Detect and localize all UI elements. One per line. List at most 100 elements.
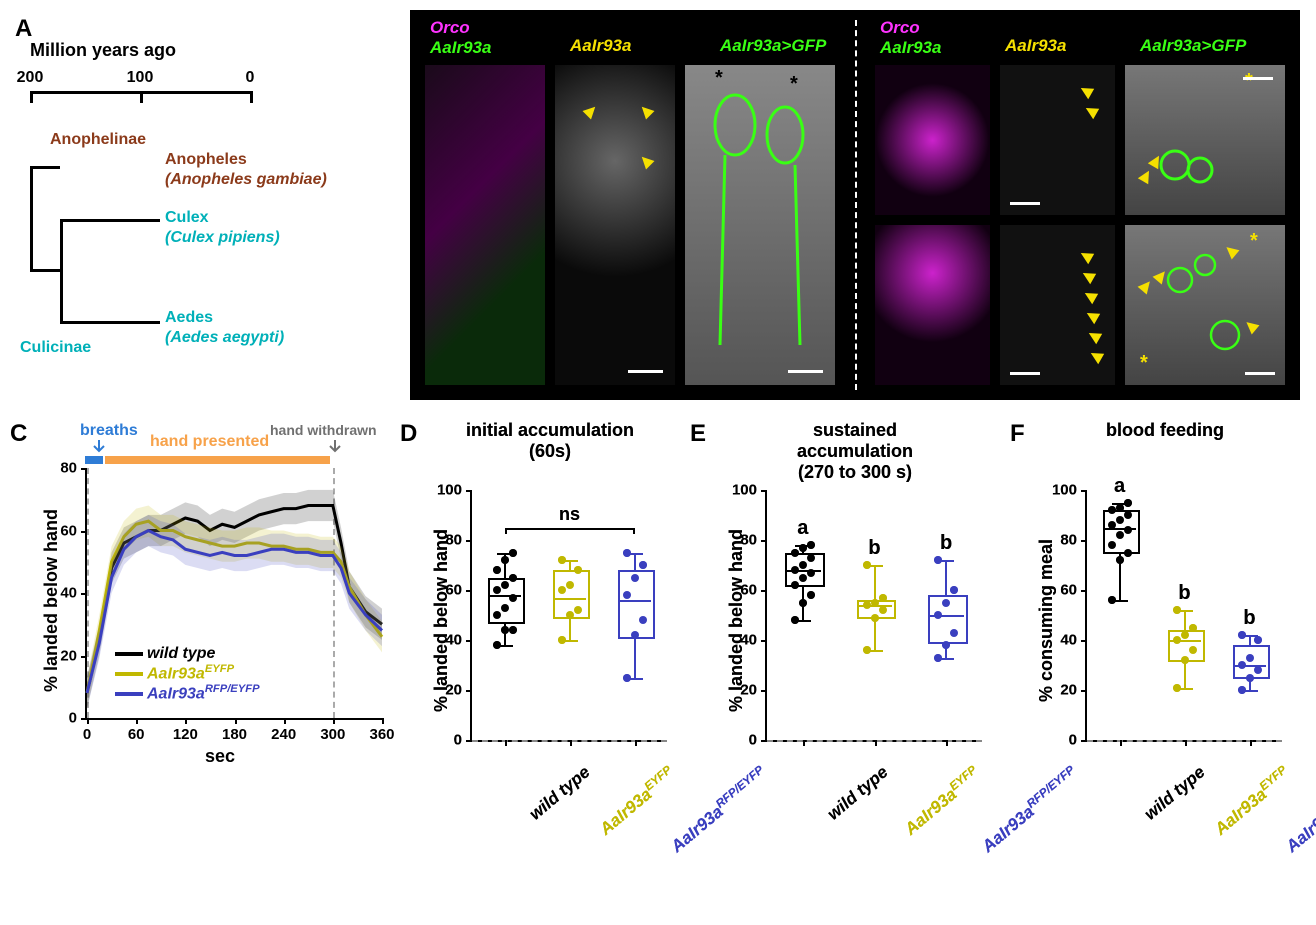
data-point <box>558 556 566 564</box>
scalebar <box>788 370 823 373</box>
data-point <box>799 561 807 569</box>
significance-letter: b <box>940 532 952 555</box>
data-point <box>1116 531 1124 539</box>
plot-title: blood feeding <box>1030 420 1300 441</box>
data-point <box>1173 684 1181 692</box>
data-point <box>623 674 631 682</box>
legend-item: AaIr93aEYFP <box>115 663 260 683</box>
data-point <box>493 566 501 574</box>
gfp-overlay <box>1125 65 1285 215</box>
scalebar <box>628 370 663 373</box>
arrowhead-icon <box>1088 348 1104 364</box>
data-point <box>509 574 517 582</box>
panel-label-c: C <box>10 420 27 448</box>
taxon-label: Anopheles <box>165 151 247 169</box>
arrowhead-icon <box>1080 268 1096 284</box>
data-point <box>639 616 647 624</box>
significance-ns: ns <box>559 504 580 525</box>
data-point <box>574 606 582 614</box>
taxon-label: (Anopheles gambiae) <box>165 171 327 189</box>
data-point <box>863 561 871 569</box>
data-point <box>623 549 631 557</box>
breaths-label: breaths <box>80 422 138 440</box>
arrowhead-icon <box>1078 83 1094 99</box>
arrowhead-icon <box>638 103 655 120</box>
orco-label: Orco AaIr93a <box>430 18 491 58</box>
data-point <box>1108 506 1116 514</box>
scalebar <box>1010 372 1040 375</box>
top-row: Million years ago 2001000 AnophelinaeCul… <box>10 10 1306 400</box>
data-point <box>558 586 566 594</box>
data-point <box>1116 556 1124 564</box>
phylogeny-tree: AnophelinaeCulicinaeAnopheles(Anopheles … <box>30 141 380 341</box>
timeline: 2001000 <box>30 71 250 111</box>
scalebar <box>1243 77 1273 80</box>
legend-item: wild type <box>115 645 260 663</box>
x-category-label: wild type <box>525 762 594 824</box>
data-point <box>566 581 574 589</box>
data-point <box>791 616 799 624</box>
data-point <box>501 604 509 612</box>
data-point <box>950 586 958 594</box>
scalebar <box>1245 372 1275 375</box>
data-point <box>1238 631 1246 639</box>
data-point <box>501 581 509 589</box>
data-point <box>799 574 807 582</box>
data-point <box>501 626 509 634</box>
arrowhead-icon <box>1083 103 1099 119</box>
data-point <box>631 631 639 639</box>
aalr93a-yellow-label-r: AaIr93a <box>1005 36 1066 56</box>
legend: wild typeAaIr93aEYFPAaIr93aRFP/EYFP <box>115 645 260 704</box>
data-point <box>1124 511 1132 519</box>
data-point <box>879 594 887 602</box>
data-point <box>1254 636 1262 644</box>
micrograph-r-1a <box>875 65 990 215</box>
data-point <box>1189 646 1197 654</box>
x-category-label: wild type <box>823 762 892 824</box>
data-point <box>566 611 574 619</box>
micrograph-left-1 <box>425 65 545 385</box>
data-point <box>1246 674 1254 682</box>
data-point <box>1181 656 1189 664</box>
panel-label-f: F <box>1010 420 1025 448</box>
data-point <box>942 641 950 649</box>
data-point <box>879 606 887 614</box>
x-category-label: wild type <box>1140 762 1209 824</box>
data-point <box>950 629 958 637</box>
timecourse-plot: breaths hand presented hand withdrawn % … <box>30 420 390 790</box>
micrograph-r-1b <box>875 225 990 385</box>
data-point <box>799 599 807 607</box>
data-point <box>1124 549 1132 557</box>
data-point <box>493 611 501 619</box>
down-arrow-icon <box>328 440 342 454</box>
significance-letter: b <box>1178 582 1190 605</box>
data-point <box>509 549 517 557</box>
data-point <box>1124 499 1132 507</box>
data-point <box>1108 521 1116 529</box>
bottom-row: C D E F breaths hand presented hand with… <box>10 420 1306 920</box>
aalr93a-gfp-label: AaIr93a>GFP <box>720 36 826 56</box>
data-point <box>574 566 582 574</box>
arrowhead-icon <box>638 153 655 170</box>
figure-root: A Million years ago 2001000 AnophelinaeC… <box>10 10 1306 915</box>
panel-f-plot: blood feeding% consuming meal02040608010… <box>1030 420 1300 900</box>
hand-bar <box>105 456 330 464</box>
data-point <box>934 654 942 662</box>
data-point <box>871 599 879 607</box>
arrowhead-icon <box>1082 288 1098 304</box>
x-category-label: AaIr93aEYFP <box>899 763 984 840</box>
data-point <box>934 556 942 564</box>
significance-letter: b <box>1243 607 1255 630</box>
micrograph-left-3: * * <box>685 65 835 385</box>
data-point <box>493 586 501 594</box>
data-point <box>558 636 566 644</box>
timeline-tick-label: 200 <box>17 69 44 87</box>
data-point <box>631 574 639 582</box>
data-point <box>623 591 631 599</box>
y-axis-label: % landed below hand <box>41 509 62 692</box>
data-point <box>1238 686 1246 694</box>
orco-label-r: Orco AaIr93a <box>880 18 941 58</box>
arrowhead-icon <box>1084 308 1100 324</box>
data-point <box>791 581 799 589</box>
data-point <box>1189 624 1197 632</box>
